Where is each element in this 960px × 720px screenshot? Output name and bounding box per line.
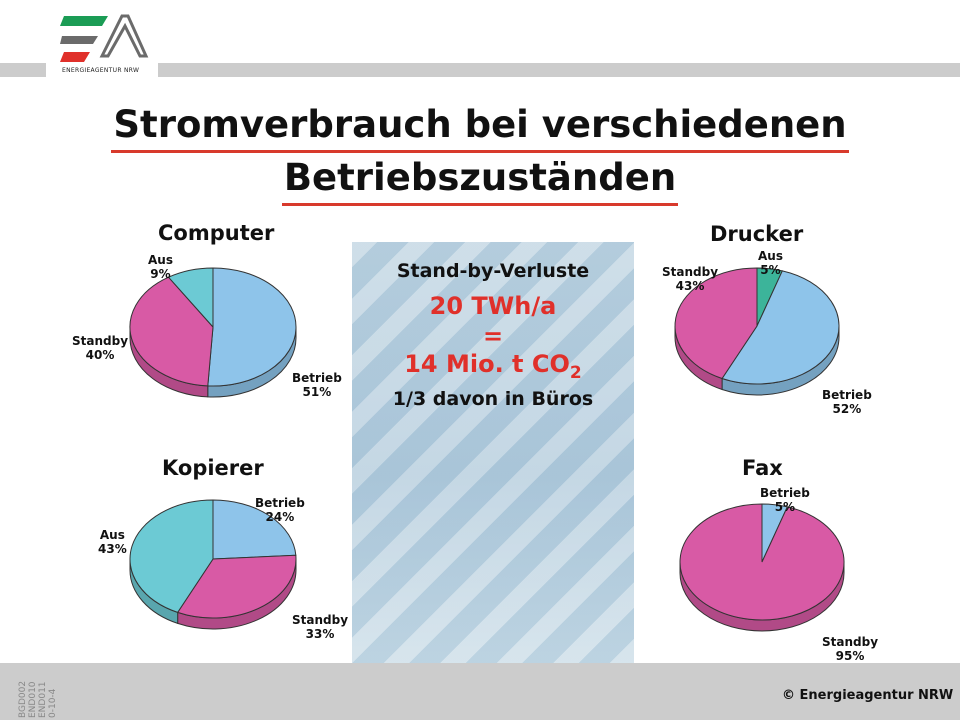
computer-label-aus-value: 9%: [150, 267, 171, 281]
document-codes: BGD002 END010 END011 0-10-4: [18, 670, 58, 718]
drucker-label-standby-value: 43%: [675, 279, 705, 293]
drucker-label-betrieb-value: 52%: [832, 402, 862, 416]
fax-chart-title: Fax: [742, 456, 783, 480]
copyright-text: © Energieagentur NRW: [782, 688, 954, 703]
fax-label-betrieb: Betrieb 5%: [760, 486, 810, 514]
drucker-label-aus: Aus 5%: [758, 249, 783, 277]
equals-sign: =: [482, 322, 504, 350]
co2-value: 14 Mio. t CO2: [352, 350, 634, 383]
header-bar-left: [0, 63, 46, 77]
fax-label-betrieb-value: 5%: [774, 500, 796, 514]
computer-label-betrieb-name: Betrieb: [292, 371, 342, 385]
kopierer-slice-betrieb: [212, 499, 297, 560]
kopierer-label-aus: Aus 43%: [98, 528, 127, 556]
fax-pie-chart: [679, 503, 845, 632]
kopierer-slice-standby: [176, 554, 297, 619]
kopierer-pie-chart: [129, 499, 297, 630]
fax-label-standby-value: 95%: [835, 649, 865, 663]
fax-slice-standby: [679, 503, 845, 621]
fax-label-betrieb-name: Betrieb: [760, 486, 810, 500]
energieagentur-logo: ENERGIEAGENTUR NRW: [46, 4, 158, 78]
kopierer-label-aus-name: Aus: [99, 528, 125, 542]
computer-label-standby-name: Standby: [72, 334, 129, 348]
drucker-slice-betrieb: [721, 270, 840, 385]
drucker-pie-chart: [674, 267, 840, 396]
code-3: END011: [38, 681, 48, 718]
drucker-label-aus-name: Aus: [758, 249, 783, 263]
footer-bar: [0, 663, 960, 720]
computer-slice-betrieb: [207, 267, 297, 387]
page-title: Stromverbrauch bei verschiedenen Betrieb…: [0, 100, 960, 206]
co2-value-main: 14 Mio. t CO: [404, 350, 570, 378]
computer-label-betrieb: Betrieb 51%: [292, 371, 342, 399]
computer-pie-chart: [129, 267, 297, 398]
title-line-1: Stromverbrauch bei verschiedenen: [111, 100, 849, 153]
computer-chart-title: Computer: [158, 221, 275, 245]
computer-label-betrieb-value: 51%: [302, 385, 332, 399]
keyboard-image-panel: Stand-by-Verluste 20 TWh/a = 14 Mio. t C…: [352, 242, 634, 666]
computer-label-aus-name: Aus: [148, 253, 173, 267]
header-bar-right: [158, 63, 960, 77]
title-line-2: Betriebszuständen: [281, 153, 679, 206]
computer-label-standby: Standby 40%: [72, 334, 128, 362]
kopierer-label-aus-value: 43%: [98, 542, 127, 556]
code-4: 0-10-4: [48, 688, 58, 718]
kopierer-label-standby-name: Standby: [292, 613, 349, 627]
kopierer-label-standby: Standby 33%: [292, 613, 348, 641]
logo-text: ENERGIEAGENTUR NRW: [62, 67, 140, 74]
standby-energy-value: 20 TWh/a: [429, 292, 557, 320]
kopierer-label-standby-value: 33%: [305, 627, 335, 641]
computer-slice-aus: [167, 267, 214, 329]
drucker-slice-standby: [674, 267, 758, 380]
code-2: END010: [28, 681, 38, 718]
drucker-label-betrieb-name: Betrieb: [822, 388, 872, 402]
drucker-label-betrieb: Betrieb 52%: [822, 388, 872, 416]
kopierer-label-betrieb-value: 24%: [265, 510, 295, 524]
co2-subscript: 2: [569, 362, 582, 383]
drucker-label-standby: Standby 43%: [662, 265, 718, 293]
code-1: BGD002: [18, 680, 28, 718]
office-share-note: 1/3 davon in Büros: [392, 388, 594, 410]
fax-label-standby-name: Standby: [822, 635, 879, 649]
drucker-label-aus-value: 5%: [760, 263, 781, 277]
kopierer-chart-title: Kopierer: [162, 456, 264, 480]
kopierer-slice-aus: [129, 499, 214, 613]
standby-heading: Stand-by-Verluste: [396, 260, 590, 282]
drucker-chart-title: Drucker: [710, 222, 804, 246]
computer-label-aus: Aus 9%: [148, 253, 173, 281]
drucker-label-standby-name: Standby: [662, 265, 719, 279]
kopierer-label-betrieb: Betrieb 24%: [255, 496, 305, 524]
fax-label-standby: Standby 95%: [822, 635, 878, 663]
kopierer-label-betrieb-name: Betrieb: [255, 496, 305, 510]
computer-label-standby-value: 40%: [85, 348, 115, 362]
